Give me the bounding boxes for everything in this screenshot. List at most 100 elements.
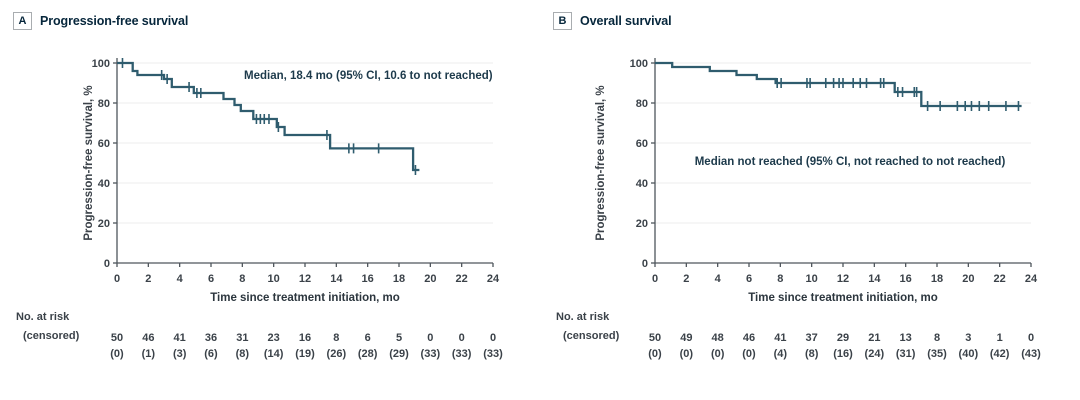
censored-count: (0) [680,348,694,360]
censored-count: (4) [774,348,788,360]
x-tick-label: 14 [868,273,881,285]
x-tick-label: 20 [962,273,974,285]
censored-count: (33) [452,348,472,360]
censored-count: (29) [389,348,409,360]
at-risk-count: 41 [174,332,186,344]
panel-b-label-box: B [553,12,572,30]
y-tick-label: 20 [98,218,110,230]
at-risk-count: 49 [680,332,692,344]
at-risk-count: 50 [111,332,123,344]
at-risk-count: 0 [427,332,433,344]
at-risk-count: 1 [997,332,1003,344]
x-tick-label: 2 [145,273,151,285]
panel-b-median-annotation: Median not reached (95% CI, not reached … [694,156,1006,168]
x-tick-label: 4 [177,273,184,285]
censored-count: (0) [742,348,756,360]
panel-b-risk-table-header: No. at risk [556,311,610,323]
x-tick-label: 24 [487,273,500,285]
x-tick-label: 20 [424,273,436,285]
at-risk-count: 29 [837,332,849,344]
x-tick-label: 0 [114,273,120,285]
at-risk-count: 0 [490,332,496,344]
censored-count: (42) [990,348,1010,360]
at-risk-count: 36 [205,332,217,344]
panel-b-y-axis-title: Progression-free survival, % [595,85,607,241]
censored-count: (16) [833,348,853,360]
censored-count: (8) [236,348,250,360]
censored-count: (35) [927,348,947,360]
x-tick-label: 10 [806,273,818,285]
y-tick-label: 100 [630,58,648,70]
y-tick-label: 0 [104,258,110,270]
panel-a-median-annotation: Median, 18.4 mo (95% CI, 10.6 to not rea… [244,70,493,82]
y-tick-label: 40 [98,178,110,190]
censored-count: (6) [204,348,218,360]
y-tick-label: 60 [98,138,110,150]
x-tick-label: 18 [931,273,943,285]
at-risk-count: 6 [365,332,371,344]
y-tick-label: 0 [642,258,648,270]
censored-count: (0) [648,348,662,360]
y-tick-label: 80 [636,98,648,110]
censored-count: (1) [142,348,156,360]
at-risk-count: 16 [299,332,311,344]
at-risk-count: 21 [868,332,880,344]
censored-count: (28) [358,348,378,360]
panel-b-title: Overall survival [580,14,672,28]
y-tick-label: 20 [636,218,648,230]
censored-count: (14) [264,348,284,360]
at-risk-count: 0 [459,332,465,344]
x-tick-label: 6 [208,273,214,285]
km-curve [655,61,1022,108]
x-tick-label: 6 [746,273,752,285]
x-tick-label: 2 [683,273,689,285]
at-risk-count: 31 [236,332,248,344]
x-tick-label: 4 [715,273,722,285]
censored-count: (3) [173,348,187,360]
panel-a-title: Progression-free survival [40,14,189,28]
at-risk-count: 41 [774,332,786,344]
censored-count: (19) [295,348,315,360]
at-risk-count: 3 [965,332,971,344]
at-risk-count: 46 [142,332,154,344]
x-tick-label: 22 [456,273,468,285]
at-risk-count: 23 [268,332,280,344]
censored-count: (0) [711,348,725,360]
y-tick-label: 60 [636,138,648,150]
censored-count: (33) [421,348,441,360]
panel-b-x-axis-title: Time since treatment initiation, mo [748,292,938,304]
x-tick-label: 18 [393,273,405,285]
at-risk-count: 0 [1028,332,1034,344]
panel-a-censored-table-header: (censored) [23,330,80,342]
panel-b: B Overall survival 0 20 40 60 80 100 0 2 4 6 8 10 12… [540,0,1080,400]
at-risk-count: 50 [649,332,661,344]
km-curve [117,61,420,172]
censored-count: (24) [865,348,885,360]
at-risk-count: 13 [900,332,912,344]
censored-count: (43) [1021,348,1041,360]
censored-count: (33) [483,348,503,360]
censored-count: (31) [896,348,916,360]
at-risk-count: 37 [806,332,818,344]
censored-count: (0) [110,348,124,360]
at-risk-count: 8 [934,332,940,344]
panel-a-x-axis-title: Time since treatment initiation, mo [210,292,400,304]
censored-count: (26) [327,348,347,360]
x-tick-label: 12 [837,273,849,285]
at-risk-count: 46 [743,332,755,344]
x-tick-label: 12 [299,273,311,285]
panel-a-header: A Progression-free survival [13,12,188,30]
x-tick-label: 8 [777,273,783,285]
x-tick-label: 22 [994,273,1006,285]
panel-a-label-box: A [13,12,32,30]
censored-count: (8) [805,348,819,360]
y-tick-label: 40 [636,178,648,190]
x-tick-label: 0 [652,273,658,285]
at-risk-count: 48 [712,332,724,344]
panel-b-censored-table-header: (censored) [563,330,620,342]
at-risk-count: 5 [396,332,402,344]
at-risk-count: 8 [333,332,339,344]
